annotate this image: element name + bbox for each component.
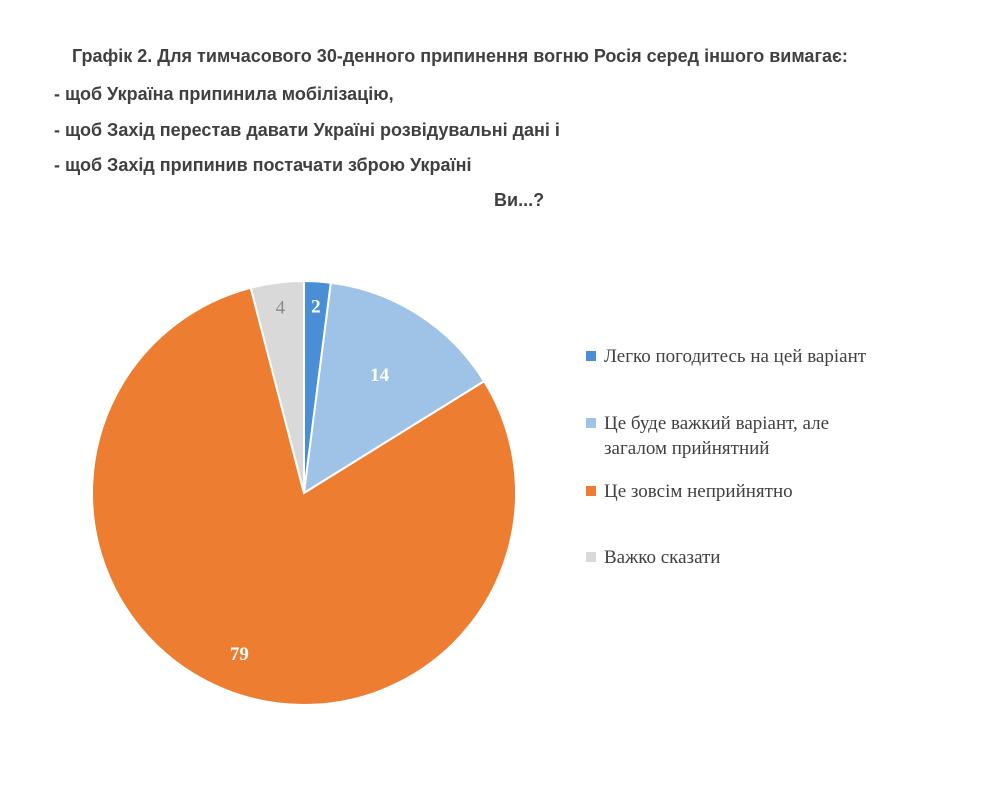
legend-swatch	[586, 351, 596, 361]
chart-title-line-3: - щоб Захід перестав давати Україні розв…	[54, 120, 560, 140]
legend-swatch	[586, 418, 596, 428]
legend-swatch	[586, 552, 596, 562]
legend-label: Це буде важкий варіант, але загалом прий…	[604, 411, 924, 461]
chart-title-line-4: - щоб Захід припинив постачати зброю Укр…	[54, 155, 472, 175]
pie-data-label: 4	[276, 297, 286, 318]
legend-label-line: Легко погодитесь на цей варіант	[604, 346, 867, 367]
pie-slice	[302, 281, 486, 495]
legend-label-line: загалом прийнятний	[604, 438, 770, 459]
pie-data-label: 79	[230, 644, 249, 665]
chart-title-line-2: - щоб Україна припинила мобілізацію,	[54, 84, 394, 104]
pie-slice	[91, 286, 517, 706]
legend-label-line: Важко сказати	[604, 547, 721, 568]
pie-data-label: 2	[311, 296, 321, 317]
pie-slice	[249, 279, 305, 494]
chart-question: Ви...?	[494, 190, 545, 210]
chart-title-line-1: Графік 2. Для тимчасового 30-денного при…	[72, 46, 848, 66]
legend-label: Легко погодитесь на цей варіант	[604, 344, 924, 369]
legend-label-line: Це зовсім неприйнятно	[604, 481, 793, 502]
legend-label-line: Це буде важкий варіант, але	[604, 413, 830, 434]
pie-data-label: 14	[370, 365, 390, 386]
legend-swatch	[586, 486, 596, 496]
legend-label: Це зовсім неприйнятно	[604, 479, 924, 504]
legend-label: Важко сказати	[604, 545, 924, 570]
chart-title: Графік 2. Для тимчасового 30-денного при…	[0, 0, 1004, 230]
